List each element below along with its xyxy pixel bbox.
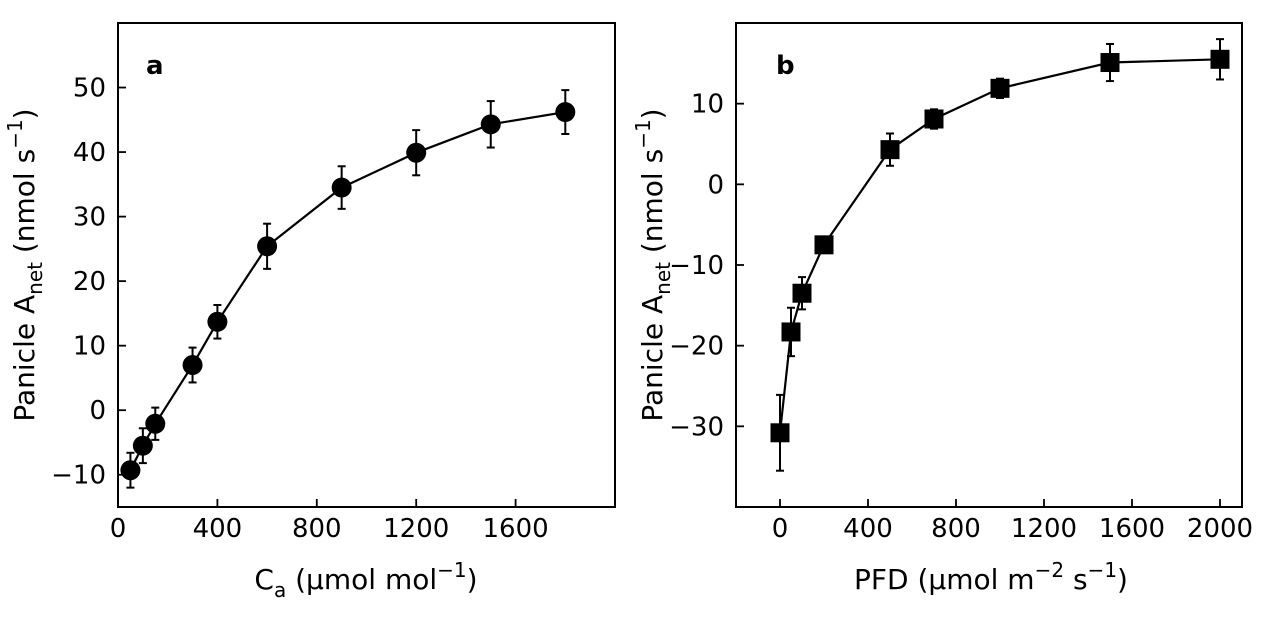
panel-a-letter: a bbox=[146, 51, 164, 81]
panel-b-data-point bbox=[880, 140, 900, 160]
panel-a-x-tick-label: 1200 bbox=[383, 514, 449, 544]
panel-a-data-point bbox=[132, 435, 153, 456]
panel-b-ticks: 0 400 800 1200 1600 2000 −30 −20 −10 0 10 bbox=[669, 90, 1253, 544]
panel-a-x-tick-label: 800 bbox=[292, 514, 342, 544]
panel-a-y-tick-label: 0 bbox=[89, 396, 106, 426]
panel-b-series bbox=[770, 38, 1230, 472]
panel-a-data-point bbox=[480, 114, 501, 135]
panel-b-data-point bbox=[770, 423, 790, 443]
panel-b-y-tick-label: −20 bbox=[669, 332, 724, 362]
panel-a-y-tick-label: 10 bbox=[73, 332, 106, 362]
panel-b-data-point bbox=[990, 78, 1010, 98]
panel-a-x-tick-label: 1600 bbox=[483, 514, 549, 544]
panel-b-series-line bbox=[778, 58, 1221, 433]
panel-b-y-tick-label: −30 bbox=[669, 412, 724, 442]
panel-b-x-tick-label: 1200 bbox=[1011, 514, 1077, 544]
panel-a-data-point bbox=[331, 177, 352, 198]
panel-b: b 0 400 800 1200 1600 2000 −30 −20 −10 0 10 PFD (µ… bbox=[631, 22, 1253, 596]
panel-a-series bbox=[120, 89, 576, 489]
panel-b-x-axis-label: PFD (µmol m−2 s−1) bbox=[854, 558, 1128, 596]
panel-b-y-tick-label: 10 bbox=[691, 90, 724, 120]
panel-a-data-point bbox=[207, 311, 228, 332]
panel-b-data-point bbox=[924, 109, 944, 129]
panel-a-y-tick-label: 40 bbox=[73, 138, 106, 168]
panel-a-y-axis-label: Panicle Anet (nmol s−1) bbox=[3, 108, 47, 421]
panel-a-y-tick-label: −10 bbox=[51, 461, 106, 491]
panel-b-x-tick-label: 0 bbox=[772, 514, 789, 544]
panel-b-x-tick-label: 800 bbox=[931, 514, 981, 544]
panel-b-data-point bbox=[1210, 49, 1230, 69]
panel-a-data-point bbox=[406, 142, 427, 163]
panel-b-x-tick-label: 400 bbox=[843, 514, 893, 544]
panel-a-series-line bbox=[129, 111, 566, 471]
panel-b-x-tick-label: 2000 bbox=[1187, 514, 1253, 544]
panel-a-y-tick-label: 20 bbox=[73, 267, 106, 297]
panel-a-data-point bbox=[257, 236, 278, 257]
panel-a-y-tick-label: 50 bbox=[73, 74, 106, 104]
panel-b-data-point bbox=[814, 235, 834, 255]
panel-b-plot-frame bbox=[735, 22, 1243, 508]
panel-b-data-point bbox=[781, 322, 801, 342]
panel-b-x-tick-label: 1600 bbox=[1099, 514, 1165, 544]
panel-b-y-tick-label: 0 bbox=[707, 170, 724, 200]
panel-a-x-tick-label: 400 bbox=[193, 514, 243, 544]
panel-b-y-tick-label: −10 bbox=[669, 251, 724, 281]
panel-a-data-point bbox=[120, 460, 141, 481]
panel-b-data-point bbox=[1100, 53, 1120, 73]
panel-a-data-point bbox=[182, 355, 203, 376]
panel-b-y-axis-label: Panicle Anet (nmol s−1) bbox=[631, 108, 675, 421]
panel-b-data-point bbox=[792, 283, 812, 303]
panel-a-data-point bbox=[145, 413, 166, 434]
panel-b-letter: b bbox=[776, 51, 795, 81]
panel-a-data-point bbox=[555, 102, 576, 123]
panel-a-y-tick-label: 30 bbox=[73, 203, 106, 233]
panel-a-x-tick-label: 0 bbox=[110, 514, 127, 544]
panel-a-x-axis-label: Ca (µmol mol−1) bbox=[254, 558, 477, 602]
panel-a-plot-frame bbox=[117, 22, 616, 508]
